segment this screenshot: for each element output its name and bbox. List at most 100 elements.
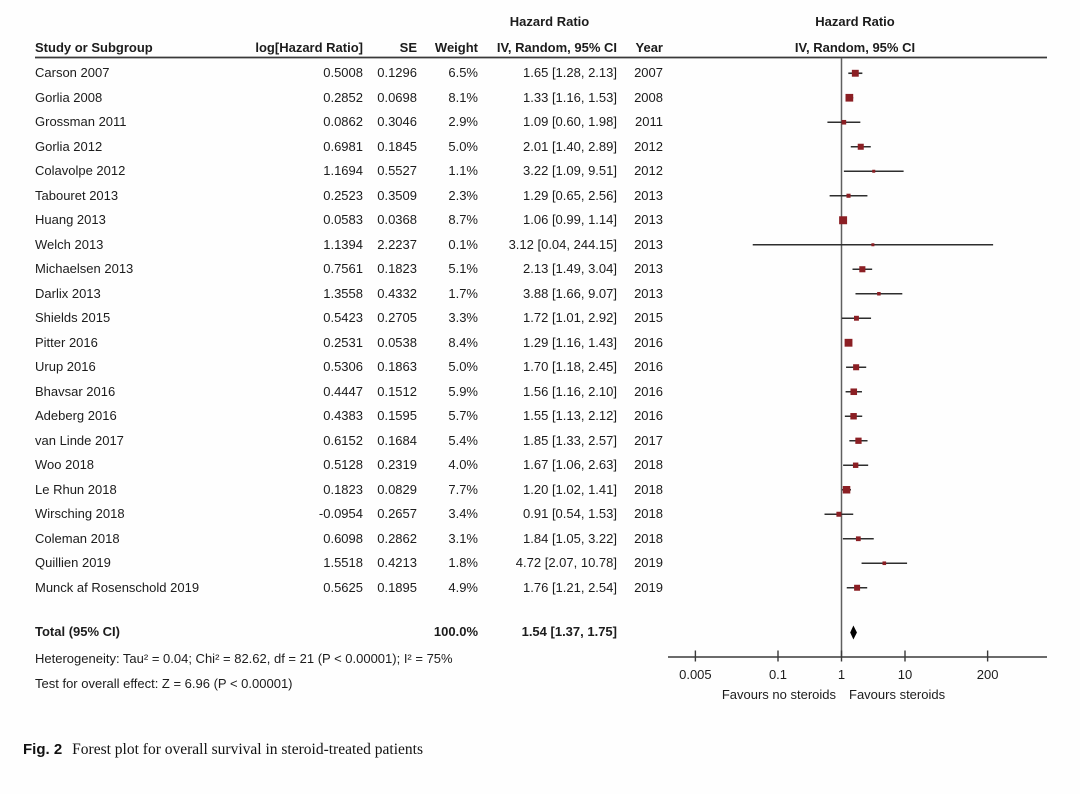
log-hr-cell: 0.2531 xyxy=(323,334,363,350)
log-hr-cell: 0.5423 xyxy=(323,310,363,325)
se-cell: 0.0829 xyxy=(377,481,417,497)
weight-cell: 5.0% xyxy=(448,359,478,374)
table-row: Wirsching 2018 -0.0954 0.2657 3.4% 0.91 [0.5… xyxy=(0,502,700,527)
study-name-cell: Welch 2013 xyxy=(35,236,104,252)
ci-text-cell: 1.67 [1.06, 2.63] xyxy=(523,457,617,472)
summary-diamond xyxy=(850,625,857,640)
effect-marker xyxy=(841,119,847,125)
weight-cell: 6.5% xyxy=(448,65,478,80)
year-cell: 2007 xyxy=(634,65,663,80)
log-hr-cell: 0.5128 xyxy=(323,457,363,472)
effect-marker xyxy=(871,243,875,247)
year-cell: 2013 xyxy=(634,261,663,276)
log-hr-cell: 0.5008 xyxy=(323,65,363,80)
se-cell: 0.1863 xyxy=(377,359,417,374)
study-name-cell: Le Rhun 2018 xyxy=(35,481,117,497)
year-cell: 2018 xyxy=(634,506,663,521)
study-name-cell: Adeberg 2016 xyxy=(35,408,117,423)
table-row: Urup 2016 0.5306 0.1863 5.0% 1.70 [1.18, 2.4… xyxy=(0,355,700,380)
weight-cell: 5.1% xyxy=(448,261,478,276)
weight-cell: 4.9% xyxy=(448,579,478,595)
weight-cell: 5.4% xyxy=(448,432,478,448)
log-hr-cell: 0.5306 xyxy=(323,359,363,374)
ci-text-cell: 3.22 [1.09, 9.51] xyxy=(523,163,617,178)
total-ci-text: 1.54 [1.37, 1.75] xyxy=(521,624,617,639)
ci-text-cell: 1.55 [1.13, 2.12] xyxy=(523,408,617,423)
table-row: Bhavsar 2016 0.4447 0.1512 5.9% 1.56 [1.16, … xyxy=(0,380,700,405)
year-cell: 2012 xyxy=(634,163,663,178)
ci-text-cell: 1.70 [1.18, 2.45] xyxy=(523,359,617,374)
favours-left-label: Favours no steroids xyxy=(722,687,837,702)
ci-text-cell: 3.88 [1.66, 9.07] xyxy=(523,285,617,301)
table-row: Darlix 2013 1.3558 0.4332 1.7% 3.88 [1.66, 9… xyxy=(0,282,700,307)
year-cell: 2013 xyxy=(634,236,663,252)
log-hr-cell: 0.5625 xyxy=(323,579,363,595)
effect-marker xyxy=(850,388,858,396)
se-cell: 0.1296 xyxy=(377,65,417,80)
se-cell: 0.1684 xyxy=(377,432,417,448)
ci-text-cell: 1.29 [0.65, 2.56] xyxy=(523,187,617,203)
figure-caption: Fig. 2 Forest plot for overall survival i… xyxy=(23,741,423,759)
year-cell: 2019 xyxy=(634,579,663,595)
se-cell: 0.3509 xyxy=(377,187,417,203)
study-name-cell: Pitter 2016 xyxy=(35,334,98,350)
log-hr-cell: 1.3558 xyxy=(323,285,363,301)
weight-cell: 1.7% xyxy=(448,285,478,301)
year-cell: 2015 xyxy=(634,310,663,325)
se-cell: 0.2862 xyxy=(377,530,417,546)
se-cell: 0.1845 xyxy=(377,138,417,154)
weight-cell: 0.1% xyxy=(448,236,478,252)
effect-marker xyxy=(855,437,862,444)
effect-marker xyxy=(842,486,851,494)
se-cell: 0.2319 xyxy=(377,457,417,472)
weight-cell: 3.3% xyxy=(448,310,478,325)
se-cell: 0.0538 xyxy=(377,334,417,350)
effect-marker xyxy=(852,462,859,468)
weight-cell: 3.1% xyxy=(448,530,478,546)
tick-label: 10 xyxy=(898,667,912,682)
study-name-cell: Gorlia 2008 xyxy=(35,89,103,105)
ci-text-cell: 1.85 [1.33, 2.57] xyxy=(523,432,617,448)
study-name-cell: Quillien 2019 xyxy=(35,555,111,570)
weight-cell: 3.4% xyxy=(448,506,478,521)
effect-marker xyxy=(853,364,860,371)
table-row: Quillien 2019 1.5518 0.4213 1.8% 4.72 [2.07,… xyxy=(0,551,700,576)
study-name-cell: Munck af Rosenschold 2019 xyxy=(35,579,200,595)
column-header-year: Year xyxy=(635,40,663,55)
year-cell: 2013 xyxy=(634,187,663,203)
table-row: Gorlia 2012 0.6981 0.1845 5.0% 2.01 [1.40, 2… xyxy=(0,135,700,160)
weight-cell: 5.9% xyxy=(448,383,478,399)
se-cell: 0.1595 xyxy=(377,408,417,423)
weight-cell: 1.1% xyxy=(448,163,478,178)
table-row: Welch 2013 1.1394 2.2237 0.1% 3.12 [0.04, 24… xyxy=(0,233,700,258)
log-hr-cell: 0.6981 xyxy=(323,138,363,154)
ci-text-cell: 1.56 [1.16, 2.10] xyxy=(523,383,617,399)
weight-cell: 7.7% xyxy=(448,481,478,497)
effect-marker xyxy=(855,536,861,542)
table-row: Tabouret 2013 0.2523 0.3509 2.3% 1.29 [0.65,… xyxy=(0,184,700,209)
table-row: Coleman 2018 0.6098 0.2862 3.1% 1.84 [1.05, … xyxy=(0,527,700,552)
study-name-cell: Coleman 2018 xyxy=(35,530,120,546)
year-cell: 2016 xyxy=(634,383,663,399)
table-row: Shields 2015 0.5423 0.2705 3.3% 1.72 [1.01, … xyxy=(0,306,700,331)
log-hr-cell: 0.0862 xyxy=(323,114,363,129)
table-row: Huang 2013 0.0583 0.0368 8.7% 1.06 [0.99, 1.… xyxy=(0,208,700,233)
plot-method-header: IV, Random, 95% CI xyxy=(794,40,916,55)
year-cell: 2011 xyxy=(635,114,663,129)
table-row: Grossman 2011 0.0862 0.3046 2.9% 1.09 [0.60,… xyxy=(0,110,700,135)
year-cell: 2016 xyxy=(634,334,663,350)
column-header-se: SE xyxy=(399,40,417,55)
study-name-cell: Woo 2018 xyxy=(35,457,95,472)
table-row: Carson 2007 0.5008 0.1296 6.5% 1.65 [1.28, 2… xyxy=(0,61,700,86)
log-hr-cell: 0.4447 xyxy=(323,383,363,399)
column-header-study: Study or Subgroup xyxy=(35,40,153,55)
se-cell: 0.4213 xyxy=(377,555,417,570)
table-row: Adeberg 2016 0.4383 0.1595 5.7% 1.55 [1.13, … xyxy=(0,404,700,429)
se-cell: 0.0368 xyxy=(377,212,417,227)
table-row: Colavolpe 2012 1.1694 0.5527 1.1% 3.22 [1.09… xyxy=(0,159,700,184)
ci-text-cell: 3.12 [0.04, 244.15] xyxy=(508,236,617,252)
year-cell: 2019 xyxy=(634,555,663,570)
study-name-cell: Michaelsen 2013 xyxy=(35,261,134,276)
table-row: Munck af Rosenschold 2019 0.5625 0.1895 4.9… xyxy=(0,576,700,601)
se-cell: 0.5527 xyxy=(377,163,417,178)
